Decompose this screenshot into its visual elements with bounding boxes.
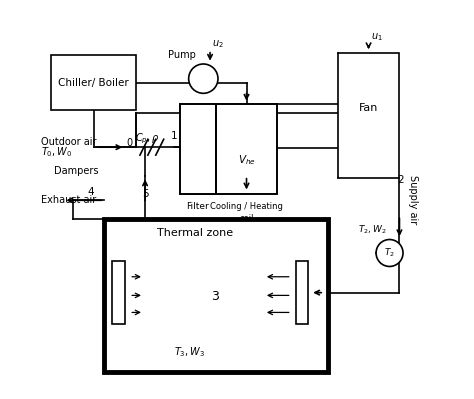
- Text: Pump: Pump: [168, 50, 195, 60]
- Bar: [216, 105, 277, 194]
- Text: $V_{he}$: $V_{he}$: [237, 153, 255, 167]
- Circle shape: [376, 239, 403, 267]
- Bar: [104, 219, 328, 372]
- Bar: [51, 55, 136, 111]
- Text: 0: 0: [127, 138, 133, 148]
- Text: 3: 3: [211, 290, 219, 303]
- Text: $C_p,\rho$: $C_p,\rho$: [135, 132, 159, 146]
- Text: $u_1$: $u_1$: [371, 31, 383, 43]
- Text: 4: 4: [87, 187, 94, 197]
- Bar: [216, 105, 277, 194]
- Text: coil: coil: [239, 214, 254, 223]
- Circle shape: [189, 64, 218, 93]
- Text: Chiller/ Boiler: Chiller/ Boiler: [58, 78, 129, 88]
- Bar: [112, 261, 125, 324]
- Text: Outdoor air: Outdoor air: [41, 137, 96, 147]
- Text: 1: 1: [171, 131, 178, 141]
- Bar: [296, 261, 308, 324]
- Text: $T_2,W_2$: $T_2,W_2$: [358, 223, 387, 236]
- Bar: [180, 105, 216, 194]
- Bar: [180, 105, 216, 194]
- Text: Supply air: Supply air: [408, 175, 419, 224]
- Text: Thermal zone: Thermal zone: [157, 228, 234, 238]
- Text: $T_2$: $T_2$: [384, 247, 395, 259]
- Text: Dampers: Dampers: [54, 166, 99, 176]
- Text: $T_3,W_3$: $T_3,W_3$: [174, 345, 205, 359]
- Text: 5: 5: [142, 189, 148, 199]
- Text: Cooling / Heating: Cooling / Heating: [210, 202, 283, 211]
- Bar: [338, 53, 400, 178]
- Text: $u_2$: $u_2$: [212, 38, 224, 50]
- Text: 2: 2: [397, 176, 403, 186]
- Text: Exhaust air: Exhaust air: [41, 195, 96, 205]
- Text: $T_0,W_0$: $T_0,W_0$: [41, 145, 72, 159]
- Text: Fan: Fan: [359, 103, 378, 113]
- Text: Filter: Filter: [186, 202, 209, 211]
